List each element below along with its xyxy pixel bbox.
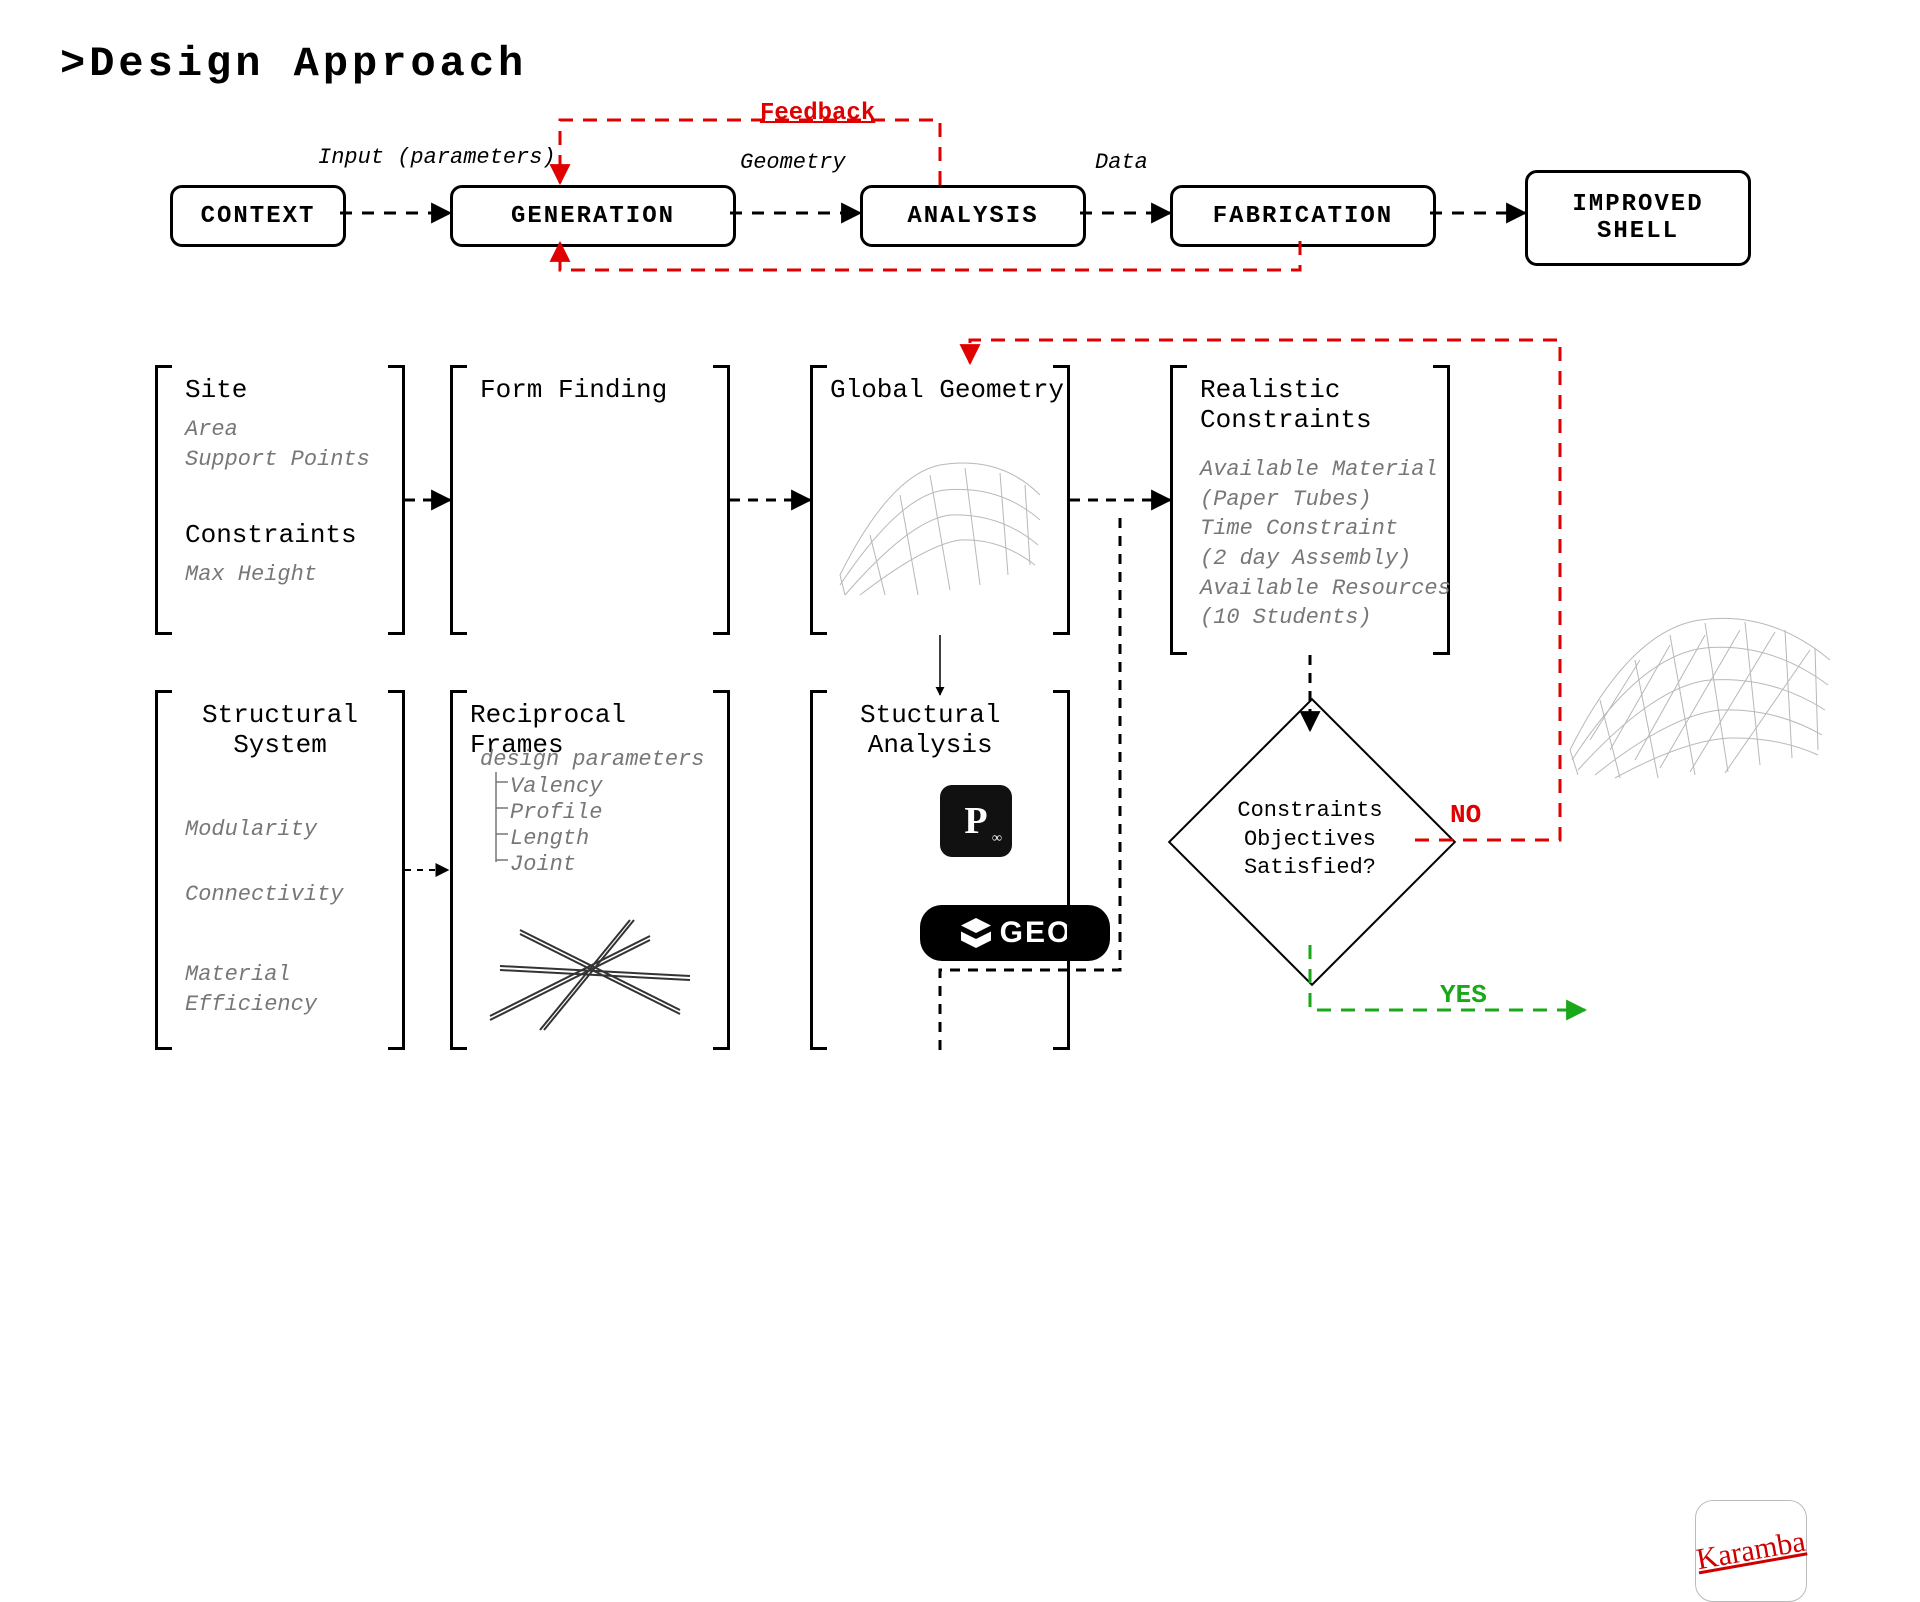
panel-site-sub-a: Area Support Points	[185, 415, 370, 474]
panel-global-geometry-title: Global Geometry	[830, 375, 1064, 405]
node-label: ANALYSIS	[907, 203, 1038, 230]
karamba-icon: Karamba	[1695, 1500, 1807, 1602]
reciprocal-params-label: design parameters	[480, 745, 704, 775]
panel-realistic-title: Realistic Constraints	[1200, 375, 1372, 435]
panel-structsys-item-2: Material Efficiency	[185, 960, 317, 1019]
reciprocal-tree-icon	[494, 772, 512, 872]
panel-global-geometry: Global Geometry	[810, 365, 1070, 635]
node-analysis: ANALYSIS	[860, 185, 1086, 247]
panel-structural-system-title: Structural System	[185, 700, 375, 760]
decision-yes-label: YES	[1440, 980, 1487, 1010]
panel-structsys-item-0: Modularity	[185, 815, 317, 845]
panel-site: Site Area Support Points Constraints Max…	[155, 365, 405, 635]
panel-structural-system: Structural System Modularity Connectivit…	[155, 690, 405, 1050]
panel-form-finding-title: Form Finding	[480, 375, 667, 405]
reciprocal-param-3: Joint	[510, 850, 576, 880]
panel-realistic-sub: Available Material (Paper Tubes) Time Co…	[1200, 455, 1451, 633]
shell-mesh-icon	[830, 435, 1050, 605]
node-label: IMPROVED SHELL	[1572, 191, 1703, 245]
node-label: CONTEXT	[201, 203, 316, 230]
improved-shell-mesh-icon	[1560, 590, 1840, 790]
panel-reciprocal: Reciprocal Frames design parameters Vale…	[450, 690, 730, 1050]
node-label: GENERATION	[511, 203, 675, 230]
panel-realistic-constraints: Realistic Constraints Available Material…	[1170, 365, 1450, 655]
page-title: >Design Approach	[60, 40, 527, 88]
panel-structsys-item-1: Connectivity	[185, 880, 343, 910]
panel-form-finding: Form Finding P∞ GEO	[450, 365, 730, 635]
node-generation: GENERATION	[450, 185, 736, 247]
node-fabrication: FABRICATION	[1170, 185, 1436, 247]
edge-label-input: Input (parameters)	[318, 145, 556, 170]
node-context: CONTEXT	[170, 185, 346, 247]
node-improved-shell: IMPROVED SHELL	[1525, 170, 1751, 266]
reciprocal-sketch-icon	[480, 910, 700, 1040]
edge-label-data: Data	[1095, 150, 1148, 175]
panel-site-title: Site	[185, 375, 247, 405]
decision-text: Constraints Objectives Satisfied?	[1210, 740, 1410, 940]
feedback-label: Feedback	[760, 100, 875, 127]
decision-diamond: Constraints Objectives Satisfied?	[1210, 740, 1410, 940]
edge-label-geometry: Geometry	[740, 150, 846, 175]
panel-structural-analysis-title: Stuctural Analysis	[860, 700, 1000, 760]
panel-constraints-title: Constraints	[185, 520, 357, 550]
panel-structural-analysis: Stuctural Analysis Karamba	[810, 690, 1070, 1050]
decision-no-label: NO	[1450, 800, 1481, 830]
panel-constraints-sub: Max Height	[185, 560, 317, 590]
node-label: FABRICATION	[1213, 203, 1393, 230]
